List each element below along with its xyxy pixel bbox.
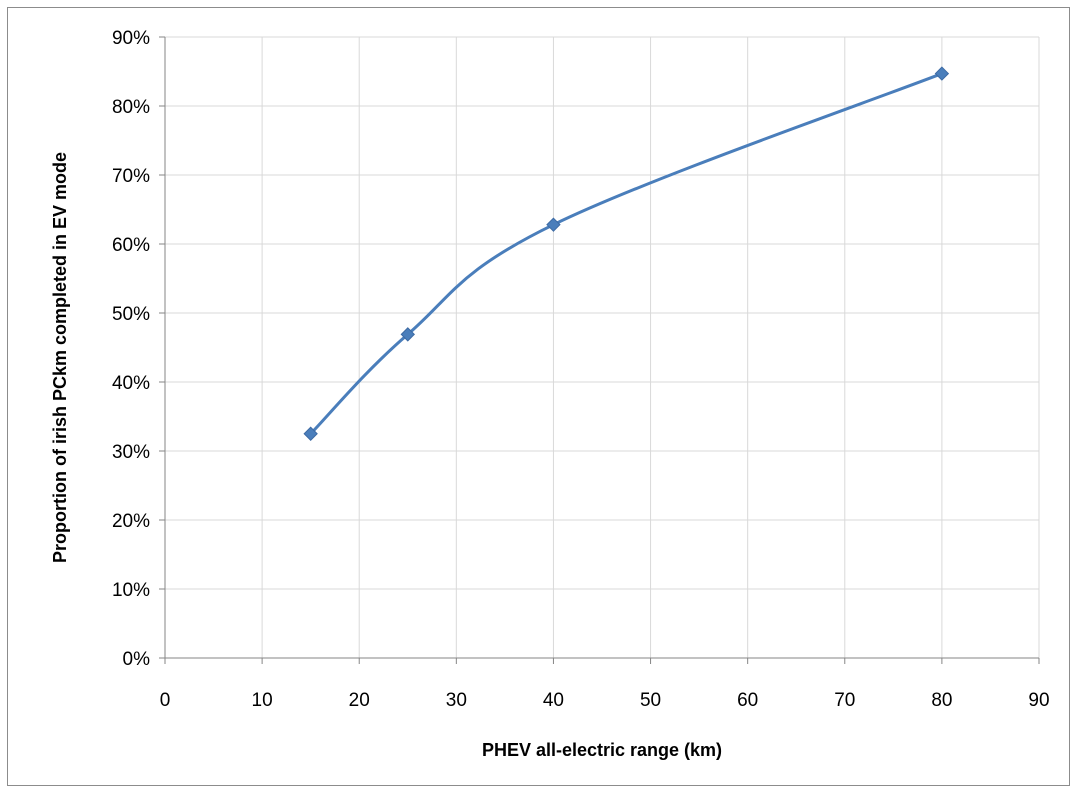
x-tick-label: 90 bbox=[1028, 690, 1049, 711]
data-point-marker bbox=[934, 66, 950, 81]
series-line bbox=[309, 72, 943, 435]
y-tick-label: 30% bbox=[112, 442, 150, 463]
x-tick-label: 70 bbox=[834, 690, 855, 711]
y-tick-label: 0% bbox=[123, 649, 151, 670]
data-point-marker bbox=[546, 217, 561, 232]
x-tick-label: 30 bbox=[446, 690, 467, 711]
x-tick-label: 80 bbox=[931, 690, 952, 711]
data-point-marker bbox=[400, 327, 415, 342]
x-tick-label: 40 bbox=[543, 690, 564, 711]
y-tick-label: 10% bbox=[112, 580, 150, 601]
y-tick-label: 70% bbox=[112, 166, 150, 187]
y-tick-label: 60% bbox=[112, 235, 150, 256]
data-point-marker bbox=[303, 426, 318, 441]
x-tick-label: 60 bbox=[737, 690, 758, 711]
y-axis-title: Proportion of irish PCkm completed in EV… bbox=[50, 152, 70, 563]
tick-marks: 0 10 20 30 40 50 60 70 80 90 0% 10% 20% 30% 40% 50% 60% 7… bbox=[112, 28, 1050, 711]
x-tick-label: 20 bbox=[349, 690, 370, 711]
y-tick-label: 50% bbox=[112, 304, 150, 325]
x-axis-title: PHEV all-electric range (km) bbox=[482, 740, 722, 760]
gridlines bbox=[165, 36, 1040, 658]
y-tick-label: 40% bbox=[112, 373, 150, 394]
y-tick-label: 90% bbox=[112, 28, 150, 49]
series bbox=[303, 66, 950, 441]
y-tick-label: 80% bbox=[112, 97, 150, 118]
axes bbox=[164, 37, 1039, 659]
y-tick-label: 20% bbox=[112, 511, 150, 532]
x-tick-label: 10 bbox=[252, 690, 273, 711]
x-tick-label: 50 bbox=[640, 690, 661, 711]
x-tick-label: 0 bbox=[160, 690, 171, 711]
chart-area bbox=[7, 7, 1070, 786]
